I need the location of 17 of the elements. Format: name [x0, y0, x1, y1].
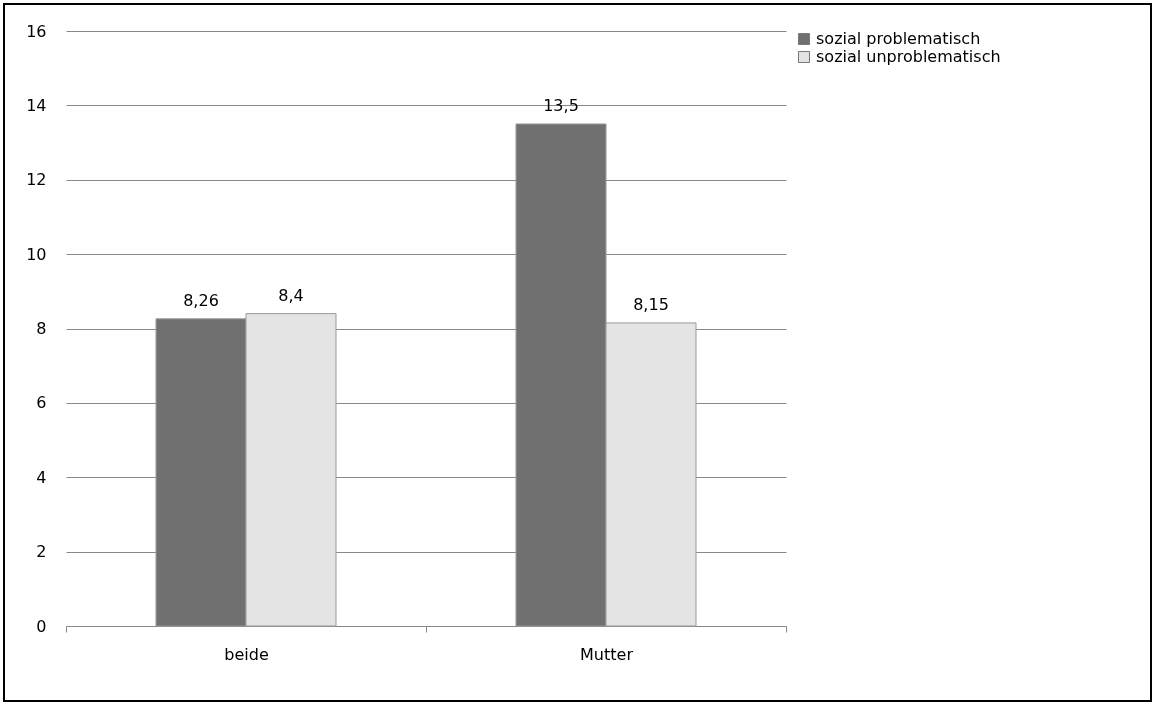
x-tick-label: beide	[224, 644, 269, 664]
y-tick-label: 2	[36, 542, 47, 562]
y-tick-label: 16	[26, 21, 47, 41]
x-tick-label: Mutter	[580, 644, 634, 664]
y-tick-label: 12	[26, 170, 47, 190]
y-tick-label: 0	[36, 616, 47, 636]
legend-label: sozial unproblematisch	[816, 47, 1001, 66]
y-tick-label: 10	[26, 244, 47, 264]
y-tick-label: 14	[26, 95, 47, 115]
y-tick-label: 6	[36, 393, 47, 413]
legend-label: sozial problematisch	[816, 29, 981, 48]
data-label: 8,15	[633, 294, 669, 314]
data-label: 8,4	[278, 285, 304, 305]
data-label: 13,5	[543, 95, 579, 115]
data-label: 8,26	[183, 290, 219, 310]
y-tick-label: 4	[36, 467, 47, 487]
y-tick-label: 8	[36, 319, 47, 338]
